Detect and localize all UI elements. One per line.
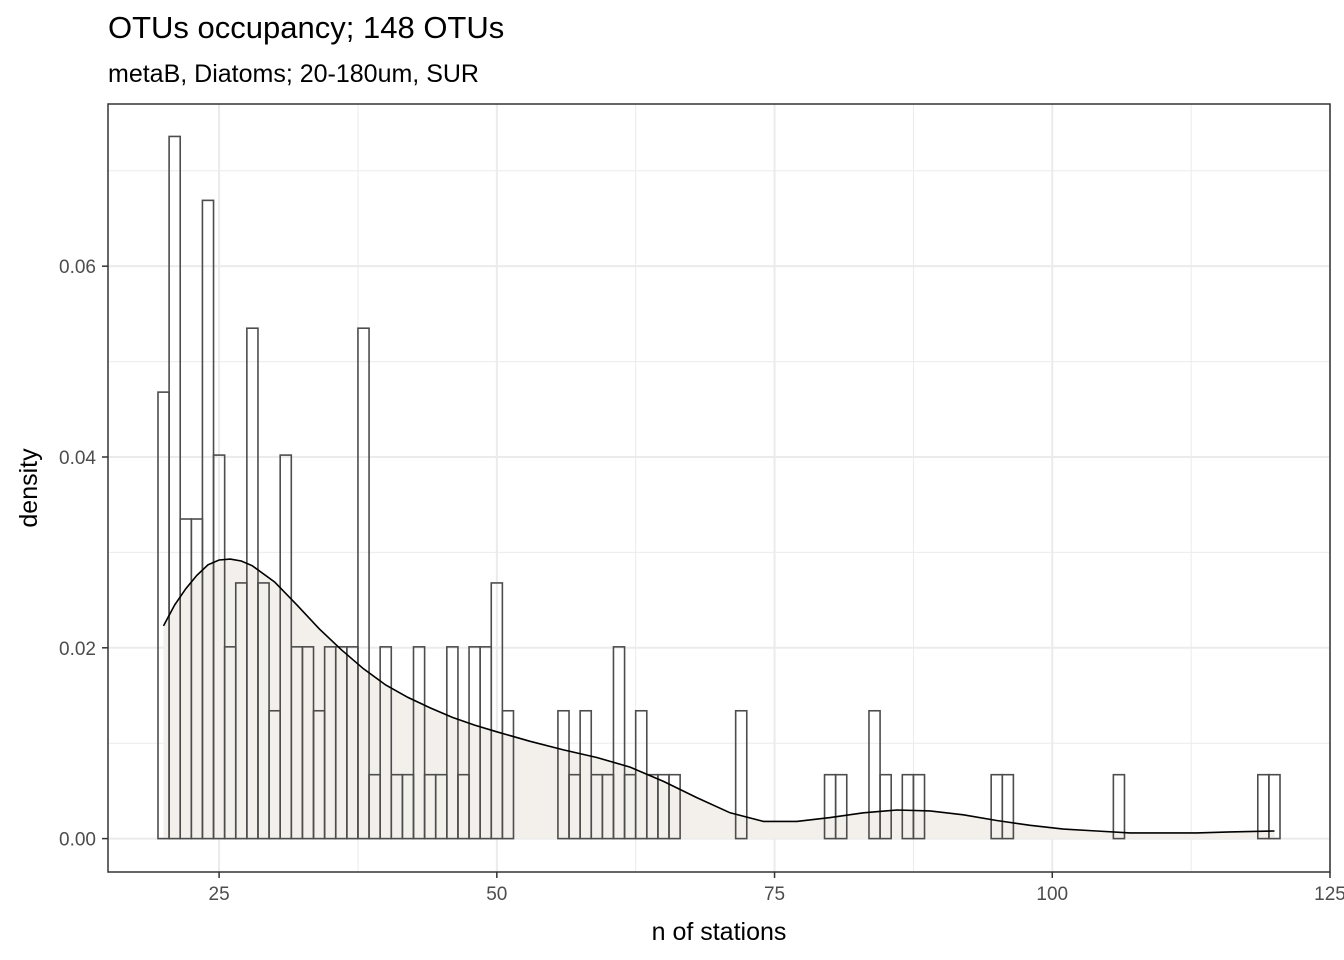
histogram-bar — [1112, 773, 1126, 840]
x-tick-label: 50 — [486, 884, 507, 905]
y-axis: 0.00 0.02 0.04 0.06 — [59, 257, 108, 851]
x-tick-label: 125 — [1314, 884, 1344, 905]
density-line — [162, 558, 1275, 834]
density-area — [163, 559, 1275, 839]
histogram-bar — [879, 773, 892, 840]
histogram-bar — [834, 773, 848, 840]
chart-subtitle: metaB, Diatoms; 20-180um, SUR — [108, 60, 479, 88]
histogram-bar — [734, 709, 748, 840]
y-tick-label: 0.00 — [59, 830, 96, 851]
chart-title: OTUs occupancy; 148 OTUs — [108, 10, 505, 45]
x-tick-label: 25 — [209, 884, 230, 905]
x-tick-label: 75 — [764, 884, 785, 905]
histogram-bar — [501, 709, 515, 840]
y-tick-label: 0.02 — [59, 639, 96, 660]
histogram-bar — [412, 646, 426, 840]
histogram-bar — [446, 646, 459, 840]
panel-border — [107, 103, 1331, 873]
histogram-bar — [168, 135, 182, 840]
x-axis: 25 50 75 100 125 — [209, 872, 1344, 905]
y-tick-label: 0.04 — [59, 448, 96, 469]
histogram-bar — [668, 773, 681, 840]
histogram-bar — [612, 646, 626, 840]
histogram-bar — [357, 327, 370, 840]
histogram-bar — [1001, 773, 1015, 840]
histogram-bar — [912, 773, 926, 840]
histogram-bar — [1256, 773, 1270, 840]
y-axis-title: density — [15, 448, 43, 528]
histogram-bar — [1268, 773, 1281, 840]
histogram-bar — [379, 646, 393, 840]
x-tick-label: 100 — [1036, 884, 1068, 905]
histogram-bars — [157, 135, 1281, 840]
y-tick-label: 0.06 — [59, 257, 96, 278]
x-axis-title: n of stations — [652, 918, 787, 946]
